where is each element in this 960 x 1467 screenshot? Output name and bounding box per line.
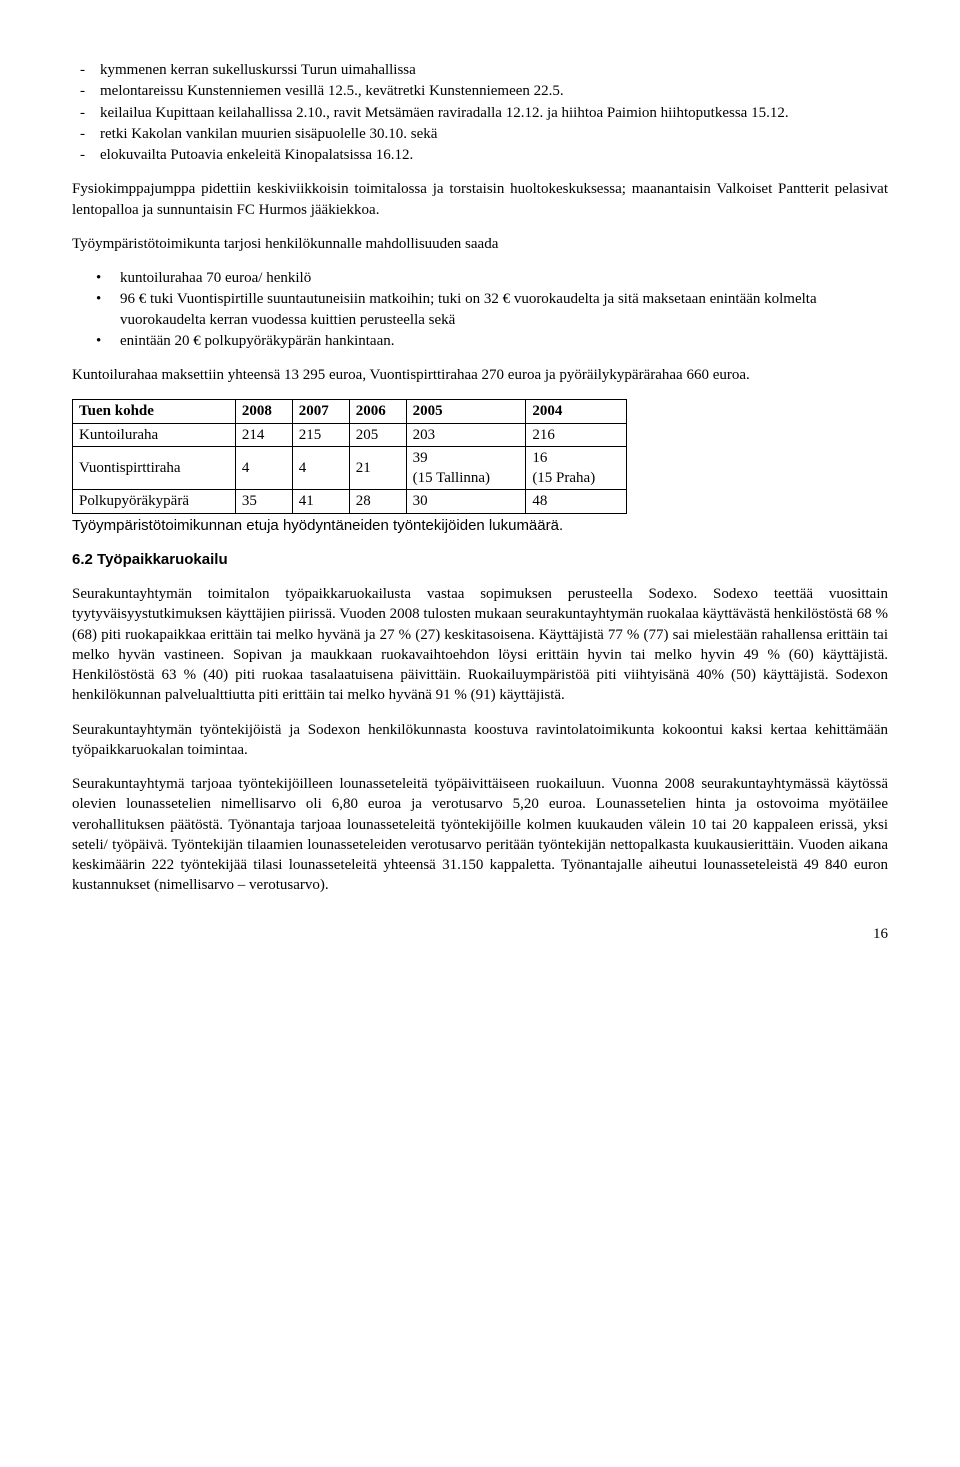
table-header-cell: 2005	[406, 400, 526, 423]
table-cell: Kuntoiluraha	[73, 423, 236, 446]
dash-list-item: melontareissu Kunstenniemen vesillä 12.5…	[100, 81, 888, 101]
table-header-cell: 2008	[235, 400, 292, 423]
dash-list-item: keilailua Kupittaan keilahallissa 2.10.,…	[100, 103, 888, 123]
benefits-table: Tuen kohde 2008 2007 2006 2005 2004 Kunt…	[72, 399, 627, 513]
paragraph: Seurakuntayhtymän työntekijöistä ja Sode…	[72, 720, 888, 761]
table-header-row: Tuen kohde 2008 2007 2006 2005 2004	[73, 400, 627, 423]
table-cell: 30	[406, 490, 526, 513]
table-row: Kuntoiluraha 214 215 205 203 216	[73, 423, 627, 446]
section-heading: 6.2 Työpaikkaruokailu	[72, 550, 888, 570]
bullet-list-item: 96 € tuki Vuontispirtille suuntautuneisi…	[120, 289, 888, 330]
paragraph: Seurakuntayhtymä tarjoaa työntekijöillee…	[72, 774, 888, 896]
table-cell: Polkupyöräkypärä	[73, 490, 236, 513]
paragraph: Seurakuntayhtymän toimitalon työpaikkaru…	[72, 584, 888, 706]
dash-list-item: kymmenen kerran sukelluskurssi Turun uim…	[100, 60, 888, 80]
dash-list: kymmenen kerran sukelluskurssi Turun uim…	[72, 60, 888, 165]
paragraph: Kuntoilurahaa maksettiin yhteensä 13 295…	[72, 365, 888, 385]
dash-list-item: elokuvailta Putoavia enkeleitä Kinopalat…	[100, 145, 888, 165]
table-row: Polkupyöräkypärä 35 41 28 30 48	[73, 490, 627, 513]
table-cell: 16(15 Praha)	[526, 446, 627, 490]
table-cell: 4	[292, 446, 349, 490]
table-header-cell: 2004	[526, 400, 627, 423]
bullet-list-item: enintään 20 € polkupyöräkypärän hankinta…	[120, 331, 888, 351]
bullet-list: kuntoilurahaa 70 euroa/ henkilö 96 € tuk…	[72, 268, 888, 351]
table-cell: 28	[349, 490, 406, 513]
table-cell: 35	[235, 490, 292, 513]
table-cell: 41	[292, 490, 349, 513]
bullet-list-item: kuntoilurahaa 70 euroa/ henkilö	[120, 268, 888, 288]
table-cell: 48	[526, 490, 627, 513]
table-cell: Vuontispirttiraha	[73, 446, 236, 490]
table-row: Vuontispirttiraha 4 4 21 39(15 Tallinna)…	[73, 446, 627, 490]
table-header-cell: 2006	[349, 400, 406, 423]
table-cell: 21	[349, 446, 406, 490]
paragraph: Fysiokimppajumppa pidettiin keskiviikkoi…	[72, 179, 888, 220]
table-header-cell: Tuen kohde	[73, 400, 236, 423]
page-number: 16	[72, 924, 888, 944]
table-cell: 39(15 Tallinna)	[406, 446, 526, 490]
table-caption: Työympäristötoimikunnan etuja hyödyntäne…	[72, 516, 888, 536]
table-header-cell: 2007	[292, 400, 349, 423]
table-cell: 216	[526, 423, 627, 446]
paragraph: Työympäristötoimikunta tarjosi henkilöku…	[72, 234, 888, 254]
table-cell: 205	[349, 423, 406, 446]
table-cell: 214	[235, 423, 292, 446]
table-cell: 203	[406, 423, 526, 446]
table-cell: 4	[235, 446, 292, 490]
dash-list-item: retki Kakolan vankilan muurien sisäpuole…	[100, 124, 888, 144]
table-cell: 215	[292, 423, 349, 446]
